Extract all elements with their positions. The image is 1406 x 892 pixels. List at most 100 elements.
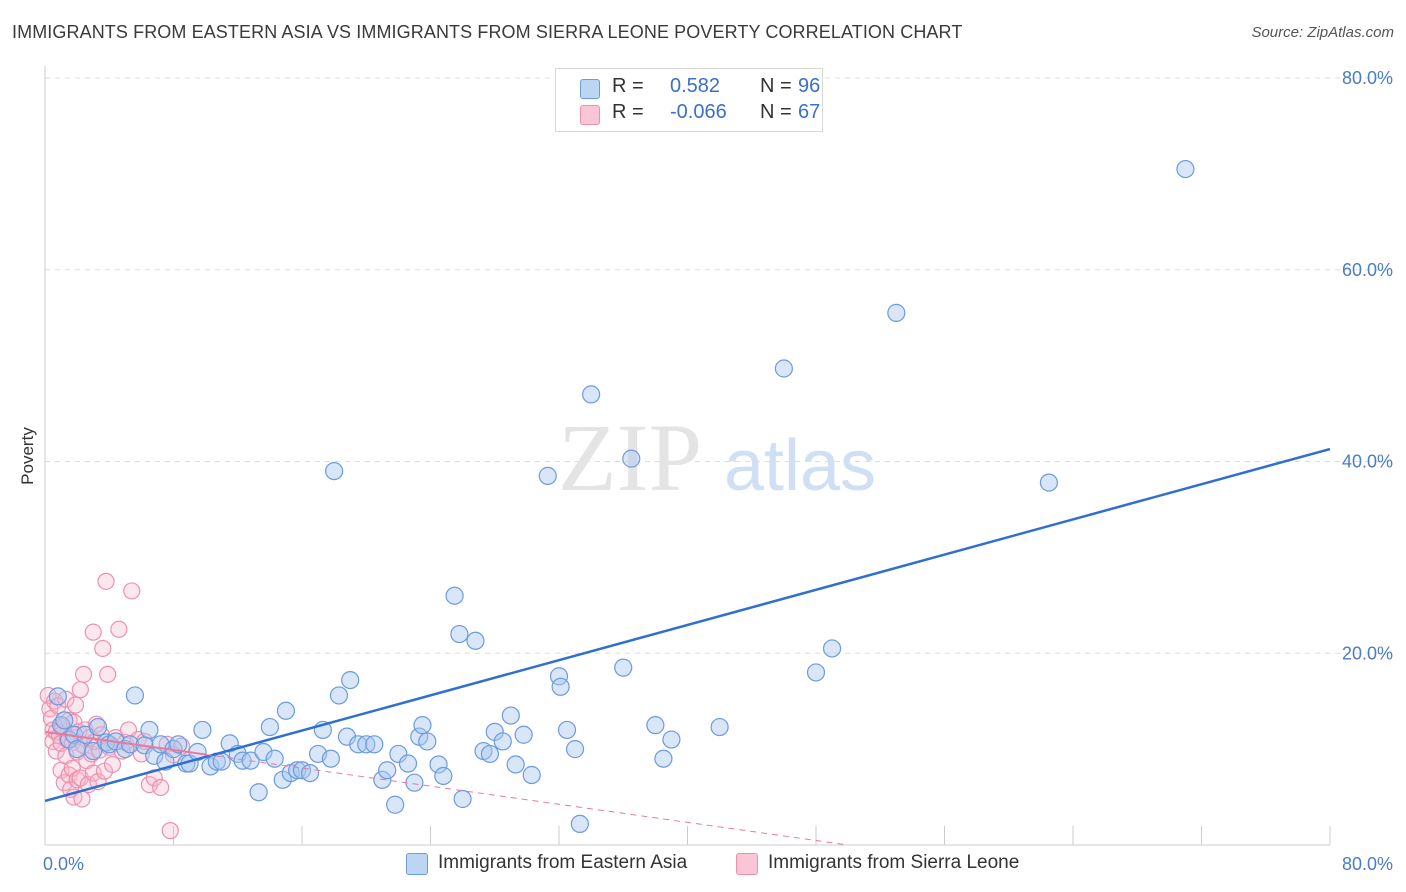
eastern-asia-point	[887, 303, 906, 322]
y-tick-label: 60.0%	[1342, 260, 1393, 280]
eastern-asia-point	[48, 687, 67, 706]
eastern-asia-point	[710, 717, 729, 737]
legend-r-label: R =	[612, 75, 644, 97]
eastern-asia-point	[662, 730, 681, 749]
eastern-asia-point	[822, 639, 842, 658]
chart-title: IMMIGRANTS FROM EASTERN ASIA VS IMMIGRAN…	[12, 22, 963, 42]
eastern-asia-point	[329, 686, 349, 705]
watermark-zip: ZIP	[558, 404, 702, 511]
eastern-asia-point	[538, 466, 557, 485]
eastern-asia-point	[341, 670, 360, 690]
eastern-asia-point	[325, 461, 344, 481]
eastern-asia-point	[169, 735, 188, 754]
sierra-leone-point	[123, 582, 141, 600]
eastern-asia-point	[551, 677, 570, 696]
watermark: ZIP atlas	[558, 404, 876, 511]
legend-swatch-pink	[580, 105, 600, 125]
sierra-leone-point	[97, 572, 115, 590]
eastern-asia-point	[622, 449, 641, 468]
sierra-leone-point	[161, 822, 179, 840]
eastern-asia-point	[570, 814, 589, 834]
sierra-leone-point	[99, 665, 117, 683]
eastern-asia-point	[193, 720, 212, 740]
legend-n-label: N =	[760, 75, 792, 97]
eastern-asia-point	[365, 735, 384, 754]
eastern-asia-point	[506, 755, 525, 774]
sierra-leone-point	[66, 696, 85, 714]
eastern-asia-point	[300, 763, 320, 783]
legend-r-value: 0.582	[670, 75, 721, 97]
eastern-asia-trend-line	[44, 447, 1331, 803]
eastern-asia-point	[1039, 473, 1059, 492]
eastern-asia-point	[378, 761, 397, 780]
eastern-asia-point	[466, 631, 485, 650]
eastern-asia-point	[514, 725, 533, 744]
eastern-asia-point	[398, 754, 418, 773]
y-tick-label: 80.0%	[1342, 68, 1393, 88]
eastern-asia-point	[565, 740, 585, 759]
eastern-asia-point	[582, 385, 601, 404]
eastern-asia-point	[386, 795, 405, 814]
eastern-asia-point	[260, 717, 279, 737]
eastern-asia-point	[654, 749, 673, 768]
tick-labels: 20.0% 40.0% 60.0% 80.0% 0.0% 80.0%	[43, 68, 1393, 874]
series-legend: Immigrants from Eastern Asia Immigrants …	[0, 852, 1406, 878]
legend-swatch-blue	[580, 79, 600, 99]
legend-r-label: R =	[612, 101, 644, 123]
eastern-asia-point	[453, 789, 472, 809]
sierra-leone-point	[152, 778, 170, 797]
eastern-asia-point	[140, 720, 159, 740]
eastern-asia-point	[429, 755, 448, 774]
eastern-asia-point	[522, 765, 541, 785]
x-tick-label: 0.0%	[43, 854, 84, 874]
correlation-legend: R = 0.582 N = 96 R = -0.066 N = 67	[555, 68, 823, 132]
legend-n-value: 67	[798, 101, 821, 123]
legend-n-value: 96	[798, 75, 821, 97]
eastern-asia-point	[413, 716, 432, 735]
eastern-asia-point	[450, 624, 469, 644]
eastern-asia-point	[1176, 159, 1195, 179]
series-label: Immigrants from Eastern Asia	[438, 852, 688, 873]
eastern-asia-point	[265, 749, 284, 768]
eastern-asia-point	[249, 783, 268, 802]
eastern-asia-point	[774, 359, 793, 378]
sierra-leone-point	[74, 665, 93, 683]
eastern-asia-point	[557, 720, 577, 740]
sierra-leone-point	[103, 755, 122, 774]
eastern-asia-point	[434, 766, 453, 786]
grid-lines	[45, 77, 1392, 654]
eastern-asia-point	[418, 732, 437, 751]
eastern-asia-point	[68, 740, 87, 759]
eastern-asia-point	[55, 711, 74, 730]
eastern-asia-point	[806, 663, 826, 682]
eastern-asia-point	[125, 686, 145, 705]
series-swatch-blue	[406, 853, 428, 875]
eastern-asia-point	[84, 741, 103, 761]
sierra-leone-point	[110, 620, 128, 638]
trend-lines	[44, 447, 1331, 846]
series-swatch-pink	[736, 853, 758, 875]
eastern-asia-point	[254, 742, 273, 762]
eastern-asia-point	[276, 701, 296, 720]
series-label: Immigrants from Sierra Leone	[768, 852, 1020, 873]
eastern-asia-point	[212, 752, 231, 771]
eastern-asia-points	[48, 159, 1195, 834]
legend-n-label: N =	[760, 101, 792, 123]
eastern-asia-point	[405, 773, 424, 792]
eastern-asia-point	[88, 717, 108, 737]
watermark-atlas: atlas	[724, 426, 876, 506]
eastern-asia-point	[646, 716, 665, 735]
y-axis-label: Poverty	[18, 427, 37, 485]
eastern-asia-point	[480, 744, 500, 764]
y-tick-label: 40.0%	[1342, 452, 1393, 472]
eastern-asia-point	[493, 732, 512, 751]
legend-r-value: -0.066	[670, 101, 727, 123]
sierra-leone-point	[84, 623, 102, 641]
eastern-asia-point	[321, 749, 341, 768]
source-credit: Source: ZipAtlas.com	[1251, 24, 1394, 41]
eastern-asia-point	[614, 658, 633, 677]
sierra-leone-trend-line	[44, 730, 206, 756]
sierra-leone-points	[39, 572, 191, 840]
sierra-leone-point	[94, 639, 112, 658]
